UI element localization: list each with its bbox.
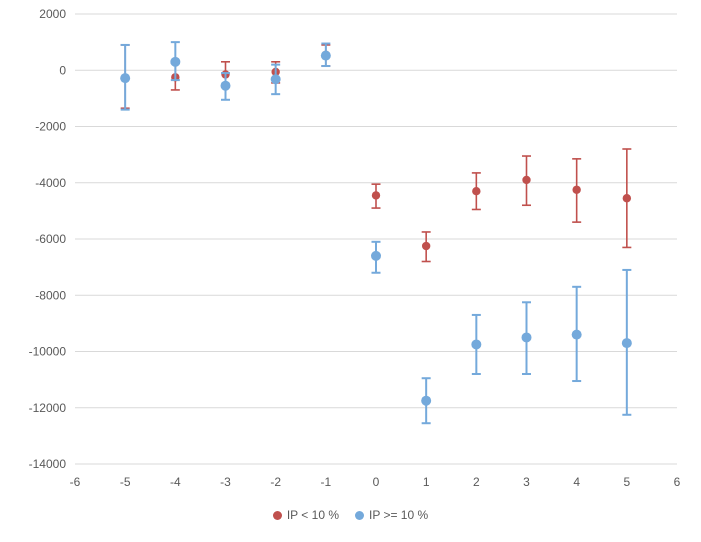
x-tick-label: -4 [170,475,181,489]
data-point-series-1[interactable] [521,332,532,343]
legend-label-blue: IP >= 10 % [369,508,429,522]
x-tick-label: -1 [320,475,331,489]
data-point-series-1[interactable] [421,395,432,406]
legend-item-red[interactable]: IP < 10 % [272,508,339,522]
data-point-series-0[interactable] [572,185,581,194]
y-tick-label: -2000 [35,120,66,134]
x-tick-label: 6 [674,475,681,489]
x-tick-label: 4 [573,475,580,489]
x-tick-label: -3 [220,475,231,489]
x-tick-label: 0 [373,475,380,489]
data-point-series-1[interactable] [371,250,381,261]
x-tick-label: -5 [120,475,131,489]
x-tick-label: 5 [623,475,630,489]
x-tick-label: 2 [473,475,480,489]
x-tick-label: -6 [70,475,81,489]
data-point-series-1[interactable] [571,329,582,340]
data-point-series-0[interactable] [371,191,381,200]
legend: IP < 10 % IP >= 10 % [0,508,701,522]
data-point-series-1[interactable] [320,50,331,61]
y-tick-label: 0 [59,63,66,77]
legend-marker-blue-icon [355,510,364,520]
y-tick-label: -14000 [29,457,67,471]
y-tick-label: -8000 [35,288,66,302]
legend-label-red: IP < 10 % [286,508,339,522]
x-tick-label: -2 [270,475,281,489]
y-tick-label: -12000 [29,401,67,415]
data-point-series-1[interactable] [120,73,131,84]
legend-item-blue[interactable]: IP >= 10 % [355,508,428,522]
data-point-series-1[interactable] [170,56,181,67]
y-tick-label: -6000 [35,232,66,246]
data-point-series-0[interactable] [472,186,481,196]
y-tick-label: -10000 [29,345,67,359]
data-point-series-1[interactable] [270,74,281,85]
data-point-series-1[interactable] [220,80,231,91]
data-point-series-1[interactable] [471,339,482,350]
data-point-series-1[interactable] [621,338,632,349]
x-tick-label: 3 [523,475,530,489]
data-point-series-0[interactable] [522,175,531,185]
legend-marker-red-icon [272,510,282,520]
y-tick-label: 2000 [39,7,66,21]
data-point-series-0[interactable] [622,194,632,203]
x-tick-label: 1 [423,475,430,489]
y-tick-label: -4000 [35,176,66,190]
data-point-series-0[interactable] [421,241,431,251]
